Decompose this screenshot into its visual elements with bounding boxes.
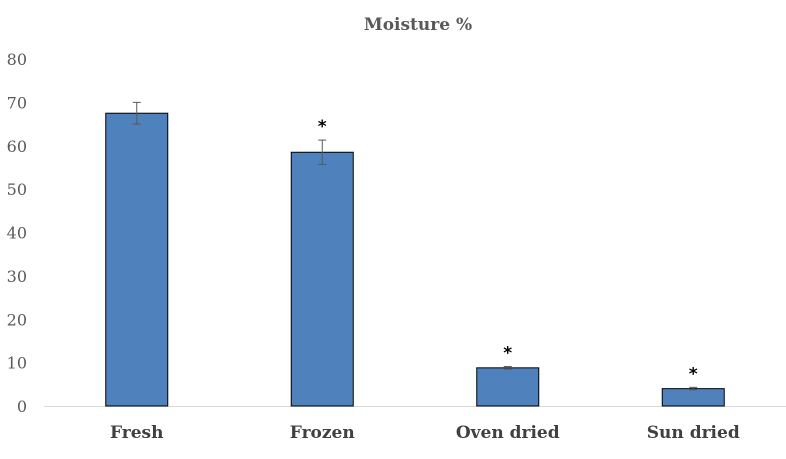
bar-1: [290, 151, 354, 407]
bar-3: [661, 388, 725, 407]
y-axis-ticks: 0 10 20 30 40 50 60 70 80: [7, 50, 27, 416]
y-tick-label-2: 20: [7, 310, 27, 329]
x-tick-label-3: Sun dried: [647, 423, 740, 443]
y-tick-label-0: 0: [17, 397, 27, 416]
significance-marker-2: *: [503, 344, 512, 364]
error-bar-0: [132, 101, 141, 125]
bar-0: [105, 112, 169, 407]
error-bar-1: [318, 139, 327, 165]
significance-marker-1: *: [318, 117, 327, 137]
chart-title: Moisture %: [364, 15, 472, 35]
x-axis-ticks: Fresh Frozen Oven dried Sun dried: [110, 423, 740, 443]
bars: [105, 112, 725, 407]
error-bar-3: [689, 386, 698, 391]
significance-marker-3: *: [689, 364, 698, 384]
y-tick-label-3: 30: [7, 267, 27, 286]
error-bars: [132, 101, 698, 391]
bar-2: [476, 367, 540, 407]
y-tick-label-4: 40: [7, 224, 27, 243]
y-tick-label-5: 50: [7, 180, 27, 199]
y-tick-label-6: 60: [7, 137, 27, 156]
x-tick-label-1: Frozen: [290, 423, 355, 443]
y-tick-label-7: 70: [7, 93, 27, 112]
x-tick-label-0: Fresh: [110, 423, 163, 443]
error-bar-2: [503, 366, 512, 370]
significance-markers: * * *: [318, 117, 698, 384]
y-tick-label-1: 10: [7, 354, 27, 373]
x-tick-label-2: Oven dried: [456, 423, 560, 443]
y-tick-label-8: 80: [7, 50, 27, 69]
